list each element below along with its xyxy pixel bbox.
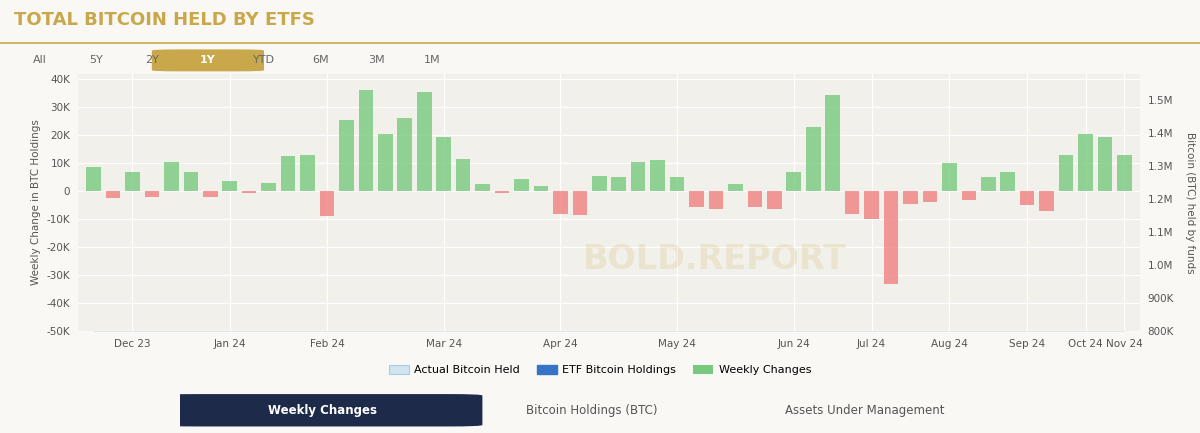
Bar xyxy=(242,191,257,193)
Legend: Actual Bitcoin Held, ETF Bitcoin Holdings, Weekly Changes: Actual Bitcoin Held, ETF Bitcoin Holding… xyxy=(384,361,816,380)
Bar xyxy=(145,191,160,197)
Bar xyxy=(806,127,821,191)
Text: 1M: 1M xyxy=(424,55,440,65)
Bar xyxy=(1020,191,1034,205)
Bar xyxy=(164,162,179,191)
Bar xyxy=(572,191,587,215)
Bar xyxy=(222,181,238,191)
Bar xyxy=(980,177,996,191)
Bar xyxy=(923,191,937,203)
Text: 6M: 6M xyxy=(312,55,329,65)
Bar xyxy=(709,191,724,210)
Bar xyxy=(670,177,684,191)
Text: TOTAL BITCOIN HELD BY ETFS: TOTAL BITCOIN HELD BY ETFS xyxy=(14,11,316,29)
Bar xyxy=(1098,137,1112,191)
Bar xyxy=(612,177,626,191)
Bar xyxy=(416,92,432,191)
Bar xyxy=(826,95,840,191)
Bar xyxy=(553,191,568,213)
Bar xyxy=(378,134,392,191)
Bar xyxy=(748,191,762,207)
Bar xyxy=(1058,155,1073,191)
Bar xyxy=(359,90,373,191)
Text: 5Y: 5Y xyxy=(89,55,102,65)
Y-axis label: Bitcoin (BTC) held by funds: Bitcoin (BTC) held by funds xyxy=(1186,132,1195,273)
Bar xyxy=(1001,171,1015,191)
Bar xyxy=(300,155,314,191)
Text: Weekly Changes: Weekly Changes xyxy=(269,404,377,417)
Bar xyxy=(86,168,101,191)
Bar xyxy=(592,176,606,191)
Bar xyxy=(961,191,976,200)
Bar xyxy=(631,162,646,191)
Bar xyxy=(125,171,139,191)
Text: 3M: 3M xyxy=(368,55,384,65)
Bar xyxy=(904,191,918,204)
Bar xyxy=(864,191,878,219)
FancyBboxPatch shape xyxy=(163,394,482,427)
Text: BOLD.REPORT: BOLD.REPORT xyxy=(583,242,847,276)
Bar xyxy=(184,171,198,191)
Bar xyxy=(397,118,412,191)
Bar xyxy=(1079,134,1093,191)
Bar xyxy=(514,179,529,191)
Bar xyxy=(845,191,859,213)
Text: All: All xyxy=(32,55,47,65)
Bar xyxy=(106,191,120,198)
Bar xyxy=(883,191,899,284)
Text: YTD: YTD xyxy=(253,55,275,65)
Bar xyxy=(942,163,956,191)
Bar xyxy=(650,160,665,191)
Bar xyxy=(475,184,490,191)
Text: 2Y: 2Y xyxy=(145,55,158,65)
Bar xyxy=(494,191,509,193)
Bar xyxy=(689,191,704,207)
Bar xyxy=(281,156,295,191)
Text: 1Y: 1Y xyxy=(200,55,216,65)
Bar xyxy=(456,159,470,191)
Bar xyxy=(786,171,802,191)
Bar xyxy=(203,191,217,197)
Text: Assets Under Management: Assets Under Management xyxy=(785,404,944,417)
Bar xyxy=(262,183,276,191)
Text: Bitcoin Holdings (BTC): Bitcoin Holdings (BTC) xyxy=(526,404,658,417)
FancyBboxPatch shape xyxy=(152,49,264,71)
Bar xyxy=(767,191,781,210)
Bar xyxy=(340,120,354,191)
Bar xyxy=(1117,155,1132,191)
Bar xyxy=(319,191,335,216)
Bar xyxy=(437,137,451,191)
Y-axis label: Weekly Change in BTC Holdings: Weekly Change in BTC Holdings xyxy=(31,120,41,285)
Bar xyxy=(534,186,548,191)
Bar xyxy=(1039,191,1054,211)
Bar xyxy=(728,184,743,191)
